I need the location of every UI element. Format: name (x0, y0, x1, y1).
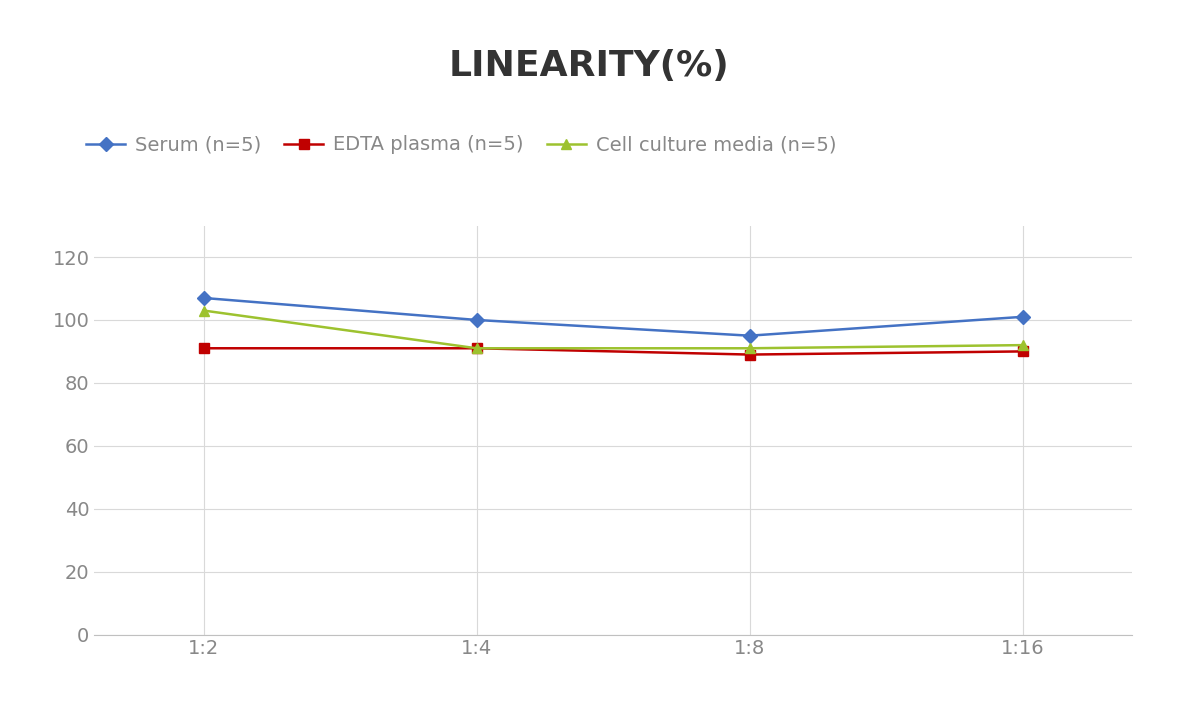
EDTA plasma (n=5) (1015, 347, 1029, 355)
Line: Serum (n=5): Serum (n=5) (199, 293, 1027, 341)
Serum (n=5) (743, 331, 757, 340)
Line: EDTA plasma (n=5): EDTA plasma (n=5) (199, 343, 1027, 360)
EDTA plasma (n=5) (743, 350, 757, 359)
EDTA plasma (n=5) (197, 344, 211, 352)
Serum (n=5) (1015, 312, 1029, 321)
Cell culture media (n=5) (1015, 341, 1029, 350)
Text: LINEARITY(%): LINEARITY(%) (449, 49, 730, 83)
Cell culture media (n=5) (197, 306, 211, 314)
Serum (n=5) (197, 294, 211, 302)
Legend: Serum (n=5), EDTA plasma (n=5), Cell culture media (n=5): Serum (n=5), EDTA plasma (n=5), Cell cul… (80, 130, 842, 160)
EDTA plasma (n=5) (469, 344, 483, 352)
Serum (n=5) (469, 316, 483, 324)
Line: Cell culture media (n=5): Cell culture media (n=5) (199, 306, 1027, 353)
Cell culture media (n=5) (743, 344, 757, 352)
Cell culture media (n=5) (469, 344, 483, 352)
